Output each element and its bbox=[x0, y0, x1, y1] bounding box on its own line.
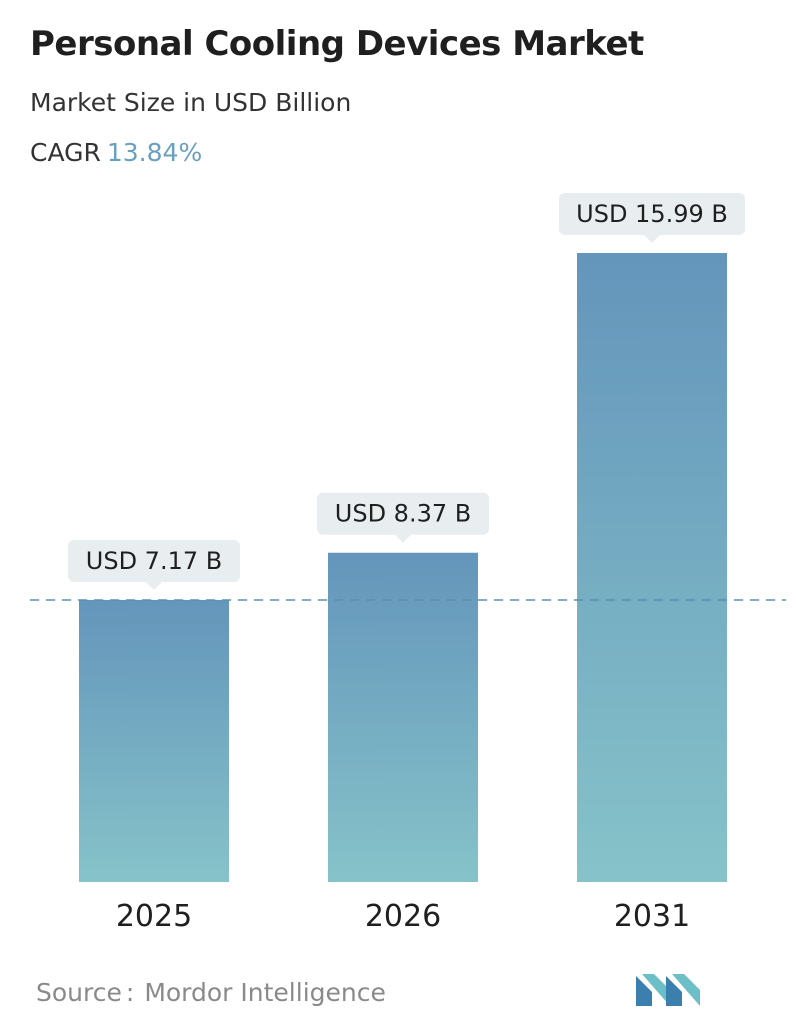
bar-2026 bbox=[328, 552, 478, 882]
chart-subtitle: Market Size in USD Billion bbox=[30, 88, 352, 117]
cagr-label: CAGR bbox=[30, 138, 101, 167]
x-tick-2026: 2026 bbox=[365, 899, 441, 934]
data-label-2025: USD 7.17 B bbox=[68, 539, 240, 590]
data-label-2026: USD 8.37 B bbox=[317, 492, 489, 543]
chart-title: Personal Cooling Devices Market bbox=[30, 24, 644, 64]
data-label-bg bbox=[68, 539, 240, 582]
source-separator: : bbox=[125, 978, 135, 1007]
bar-2031 bbox=[577, 253, 727, 882]
data-label-bg bbox=[317, 492, 489, 535]
data-label-bg bbox=[558, 193, 746, 235]
data-label-text: USD 7.17 B bbox=[86, 547, 222, 575]
source-label: Source bbox=[36, 978, 122, 1007]
data-label-2031: USD 15.99 B bbox=[558, 193, 746, 243]
bar-2025 bbox=[79, 599, 229, 882]
data-label-text: USD 8.37 B bbox=[335, 500, 471, 528]
x-tick-2031: 2031 bbox=[614, 899, 690, 934]
source-value: Mordor Intelligence bbox=[144, 978, 386, 1007]
data-label-text: USD 15.99 B bbox=[576, 200, 728, 228]
mordor-intelligence-logo-icon bbox=[636, 974, 700, 1006]
data-label-pointer bbox=[395, 534, 411, 543]
data-label-pointer bbox=[146, 581, 162, 590]
cagr-line: CAGR 13.84% bbox=[30, 138, 202, 167]
x-tick-2025: 2025 bbox=[116, 899, 192, 934]
source-note: Source: Mordor Intelligence bbox=[36, 978, 386, 1007]
cagr-value: 13.84% bbox=[106, 138, 203, 167]
data-label-pointer bbox=[644, 235, 660, 243]
